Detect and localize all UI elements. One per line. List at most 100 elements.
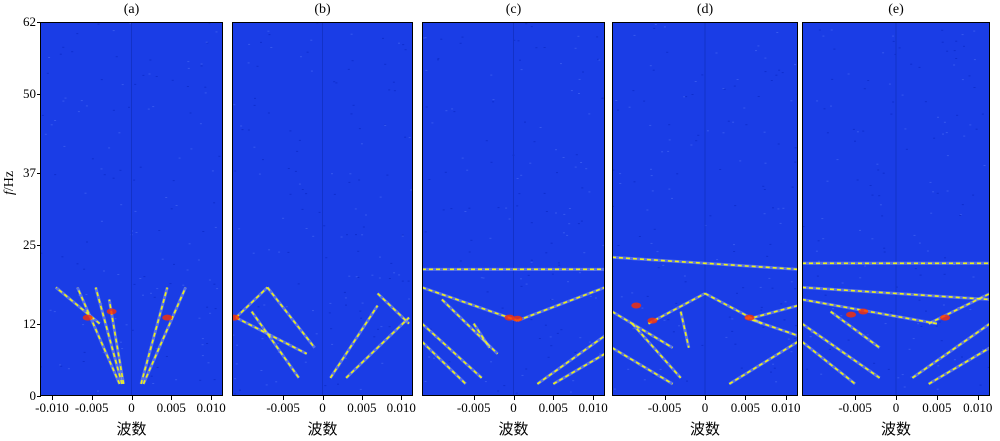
noise-speck (64, 97, 67, 99)
noise-speck (305, 193, 308, 195)
noise-speck (715, 52, 718, 54)
noise-speck (287, 251, 290, 253)
noise-speck (199, 123, 202, 125)
noise-speck (525, 23, 528, 25)
noise-speck (659, 368, 662, 370)
x-tick-label: -0.005 (266, 400, 300, 415)
noise-speck (437, 58, 440, 60)
noise-speck (568, 223, 571, 225)
noise-speck (424, 380, 427, 382)
noise-speck (776, 32, 779, 33)
y-tick-mark (37, 22, 41, 23)
noise-speck (762, 326, 765, 328)
noise-speck (973, 30, 976, 32)
x-tick-mark (553, 396, 555, 400)
noise-speck (732, 121, 735, 123)
noise-speck (831, 78, 834, 80)
noise-speck (206, 306, 209, 308)
x-tick-label: 0.005 (347, 400, 377, 415)
noise-speck (520, 174, 523, 176)
noise-speck (567, 281, 569, 283)
noise-speck (381, 362, 384, 364)
noise-speck (793, 337, 796, 339)
noise-speck (373, 336, 376, 338)
noise-speck (186, 86, 189, 87)
noise-speck (794, 288, 797, 290)
panel-title: (c) (505, 2, 522, 17)
noise-speck (312, 235, 315, 237)
noise-speck (572, 380, 575, 382)
noise-speck (580, 162, 583, 163)
noise-speck (345, 304, 347, 306)
noise-speck (790, 281, 793, 283)
noise-speck (672, 331, 675, 333)
energy-streak (422, 286, 518, 322)
noise-speck (897, 377, 900, 379)
noise-speck (513, 39, 516, 41)
noise-speck (890, 113, 893, 115)
noise-speck (365, 214, 367, 216)
noise-speck (914, 268, 917, 270)
noise-speck (633, 181, 636, 183)
noise-speck (103, 270, 105, 272)
noise-speck (524, 121, 526, 123)
noise-speck (346, 234, 348, 236)
noise-speck (787, 338, 790, 340)
x-tick-label: 0 (510, 400, 517, 415)
noise-speck (830, 29, 833, 31)
noise-speck (171, 79, 174, 81)
noise-speck (543, 192, 546, 194)
energy-streak (802, 286, 990, 301)
noise-speck (520, 69, 523, 71)
x-tick-label: 0.010 (386, 400, 416, 415)
noise-speck (764, 71, 767, 73)
noise-speck (119, 341, 122, 343)
noise-speck (277, 342, 280, 344)
energy-streak (753, 304, 798, 319)
noise-speck (76, 263, 79, 265)
noise-speck (310, 39, 313, 41)
noise-speck (112, 109, 115, 111)
noise-speck (444, 171, 447, 173)
noise-speck (517, 40, 520, 42)
y-tick-label: 12 (23, 315, 36, 331)
noise-speck (182, 284, 185, 286)
energy-streak (76, 287, 121, 385)
noise-speck (631, 292, 634, 294)
y-tick-label: 37 (23, 164, 36, 180)
noise-speck (450, 298, 453, 300)
noise-speck (863, 88, 866, 90)
noise-speck (115, 56, 118, 58)
noise-speck (739, 160, 742, 162)
noise-speck (583, 252, 586, 254)
noise-speck (401, 234, 404, 236)
noise-speck (335, 82, 338, 84)
noise-speck (331, 343, 334, 345)
noise-speck (48, 57, 51, 58)
noise-speck (112, 30, 115, 32)
noise-speck (490, 361, 493, 363)
noise-speck (556, 172, 558, 174)
noise-speck (258, 173, 261, 175)
noise-speck (973, 59, 976, 61)
noise-speck (61, 256, 64, 258)
noise-speck (388, 278, 391, 279)
noise-speck (466, 169, 469, 171)
panel-title: (b) (314, 2, 331, 17)
panel-title: (e) (888, 2, 904, 17)
noise-speck (156, 288, 159, 290)
noise-speck (778, 69, 781, 71)
energy-streak (235, 286, 268, 319)
noise-speck (323, 225, 326, 227)
noise-speck (764, 162, 767, 164)
noise-speck (770, 80, 773, 81)
heatmap-svg (612, 22, 798, 396)
y-tick-label: 0 (29, 388, 37, 403)
noise-speck (638, 236, 641, 237)
noise-speck (378, 277, 381, 279)
noise-speck (275, 381, 278, 383)
noise-speck (213, 379, 216, 381)
noise-speck (402, 44, 405, 46)
noise-speck (569, 391, 572, 393)
noise-speck (676, 173, 679, 175)
